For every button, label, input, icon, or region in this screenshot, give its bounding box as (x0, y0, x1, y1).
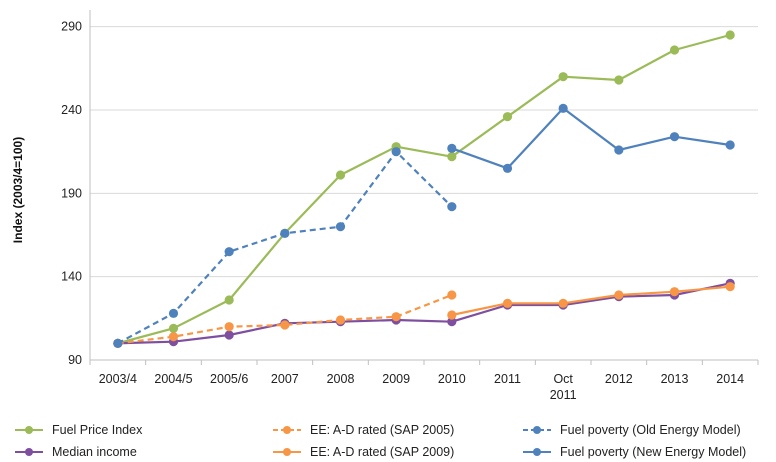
legend-item: EE: A-D rated (SAP 2005) (272, 420, 454, 440)
data-point (669, 45, 680, 55)
data-point (558, 103, 568, 113)
x-tick-label: 2010 (438, 372, 466, 386)
legend-label: Fuel poverty (Old Energy Model) (560, 423, 741, 437)
data-point (558, 298, 568, 308)
y-tick-label: 240 (61, 103, 82, 117)
x-tick-label: 2012 (605, 372, 633, 386)
legend-label: Fuel Price Index (52, 423, 143, 437)
data-point (725, 30, 735, 40)
series-line (451, 107, 731, 170)
data-point (224, 322, 234, 332)
data-point (614, 75, 624, 85)
series-3 (447, 282, 735, 320)
data-point (669, 287, 680, 297)
data-point (502, 163, 513, 173)
data-point (614, 290, 624, 300)
data-point (168, 332, 179, 342)
data-point (335, 222, 346, 232)
data-point (224, 330, 234, 340)
data-point (391, 147, 401, 157)
series-0 (113, 30, 735, 348)
x-tick-labels: 2003/4 2004/5 2005/6 2007 2008 2009 2010 2011 Oc… (99, 372, 744, 402)
data-point (280, 320, 290, 330)
x-tick-label: 2009 (382, 372, 410, 386)
data-point (224, 247, 234, 257)
legend-swatch (523, 448, 551, 456)
data-point (669, 132, 680, 142)
x-tick-label: 2003/4 (99, 372, 137, 386)
y-tick-labels: 90 140 190 240 290 (61, 20, 82, 367)
legend-item: EE: A-D rated (SAP 2009) (272, 442, 454, 462)
legend-item: Median income (14, 442, 137, 462)
legend-swatch (15, 426, 43, 434)
x-tick-label: 2013 (661, 372, 689, 386)
legend: Fuel Price Index EE: A-D rated (SAP 2005)… (0, 418, 776, 460)
x-tick-label: Oct 2011 (550, 372, 577, 402)
y-tick-label: 140 (61, 270, 82, 284)
data-point (113, 338, 123, 348)
data-point (168, 308, 179, 318)
legend-item: Fuel poverty (Old Energy Model) (522, 420, 741, 440)
series-line (117, 33, 731, 345)
data-point (335, 170, 346, 180)
data-point (447, 143, 457, 153)
x-tick-label: 2011 (494, 372, 521, 386)
legend-label: Median income (52, 445, 137, 459)
data-point (447, 152, 457, 162)
data-point (447, 310, 457, 320)
legend-label: EE: A-D rated (SAP 2009) (310, 445, 455, 459)
data-point (335, 315, 346, 325)
y-tick-label: 190 (61, 186, 82, 200)
legend-swatch (523, 426, 551, 434)
series-line (451, 285, 731, 317)
data-point (280, 228, 290, 238)
x-tick-label: 2004/5 (154, 372, 192, 386)
series-line (117, 282, 731, 345)
legend-swatch (273, 448, 301, 456)
data-point (502, 298, 513, 308)
y-tick-label: 90 (68, 353, 82, 367)
series-group (113, 30, 735, 348)
data-point (558, 72, 568, 82)
data-point (447, 290, 457, 300)
x-tick-label: 2008 (327, 372, 355, 386)
legend-swatch (15, 448, 43, 456)
data-point (447, 317, 457, 327)
data-point (725, 140, 735, 150)
legend-label: Fuel poverty (New Energy Model) (560, 445, 747, 459)
data-point (224, 295, 234, 305)
series-4 (113, 147, 457, 348)
data-point (391, 312, 401, 322)
series-5 (447, 103, 735, 173)
series-1 (113, 278, 735, 348)
data-point (447, 202, 457, 212)
gridlines (90, 26, 758, 278)
y-axis-label: Index (2003/4=100) (11, 137, 25, 243)
legend-item: Fuel Price Index (14, 420, 142, 440)
legend-item: Fuel poverty (New Energy Model) (522, 442, 746, 462)
x-tick-label: 2014 (716, 372, 744, 386)
x-tick-label: 2007 (271, 372, 299, 386)
data-point (614, 145, 624, 155)
legend-swatch (273, 426, 301, 434)
y-tick-label: 290 (61, 20, 82, 34)
data-point (168, 323, 179, 333)
data-point (502, 112, 513, 122)
axes (89, 10, 759, 365)
data-point (725, 282, 735, 292)
x-tick-label: 2005/6 (210, 372, 248, 386)
legend-label: EE: A-D rated (SAP 2005) (310, 423, 455, 437)
